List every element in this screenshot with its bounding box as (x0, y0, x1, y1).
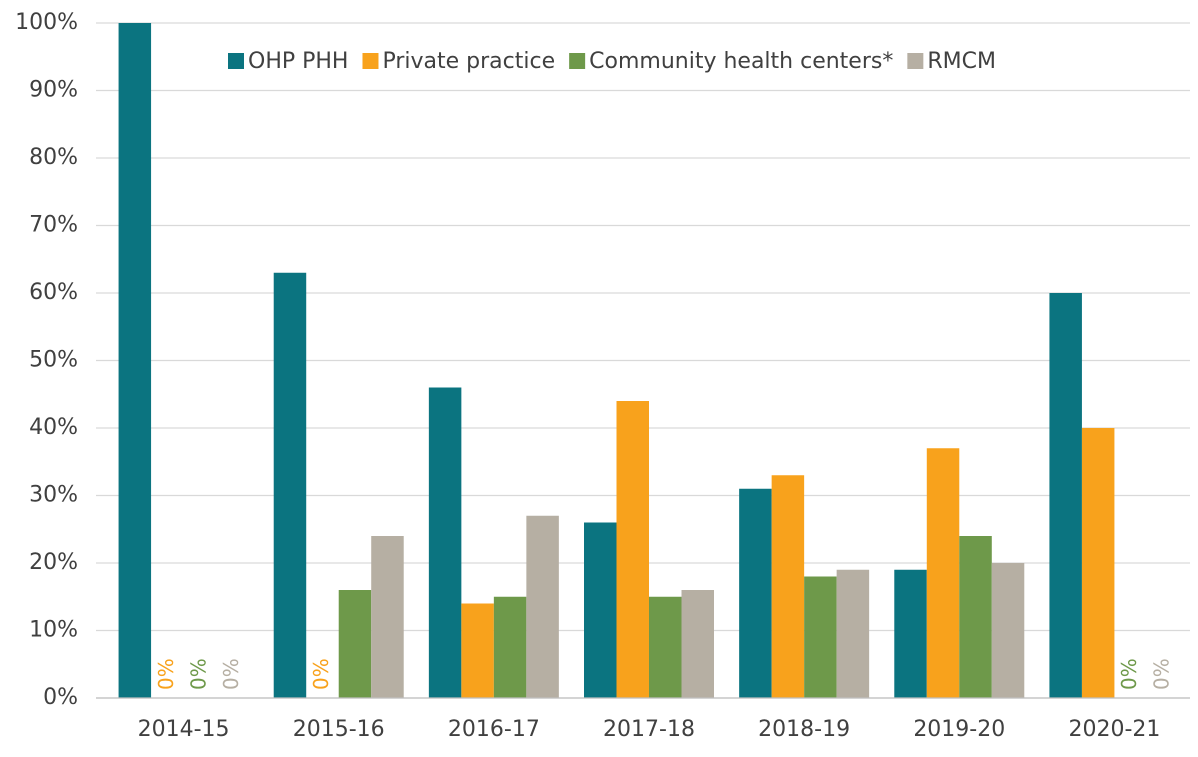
x-tick-label: 2020-21 (1068, 717, 1160, 742)
legend-label: Private practice (382, 49, 555, 74)
y-tick-label: 30% (29, 483, 78, 508)
y-tick-label: 40% (29, 415, 78, 440)
bar (371, 536, 404, 698)
legend-label: OHP PHH (248, 49, 348, 74)
data-label: 0% (1117, 658, 1141, 690)
y-tick-label: 60% (29, 280, 78, 305)
x-tick-label: 2017-18 (603, 717, 695, 742)
bar (1081, 428, 1115, 698)
bar (461, 603, 494, 698)
x-tick-label: 2018-19 (758, 717, 850, 742)
bar (338, 590, 372, 698)
bar (118, 23, 152, 698)
bar (616, 401, 649, 698)
data-label: 0% (309, 658, 333, 690)
y-tick-label: 70% (29, 213, 78, 238)
legend-label: Community health centers* (589, 49, 893, 74)
bar (926, 448, 960, 698)
y-tick-label: 50% (29, 348, 78, 373)
bar (1049, 293, 1082, 698)
bar (959, 536, 992, 698)
y-tick-label: 10% (29, 618, 78, 643)
legend-label: RMCM (927, 49, 996, 74)
bar (526, 515, 559, 698)
bar (273, 272, 307, 698)
bar (894, 569, 927, 698)
bar (771, 475, 805, 698)
data-label: 0% (1150, 658, 1174, 690)
legend-swatch (907, 53, 924, 69)
y-tick-label: 0% (43, 685, 78, 710)
bar (584, 522, 617, 698)
x-tick-label: 2015-16 (293, 717, 385, 742)
bar (836, 569, 870, 698)
bar (649, 596, 682, 698)
y-tick-label: 100% (15, 10, 78, 35)
bar (681, 590, 714, 698)
bar (493, 596, 527, 698)
bar (739, 488, 772, 698)
legend-swatch (228, 53, 244, 69)
legend-swatch (362, 53, 379, 69)
data-label: 0% (154, 658, 178, 690)
y-tick-label: 90% (29, 78, 78, 103)
y-tick-label: 20% (29, 550, 78, 575)
x-tick-label: 2016-17 (448, 717, 540, 742)
x-tick-label: 2014-15 (138, 717, 230, 742)
legend-swatch (569, 53, 586, 69)
bar (991, 563, 1025, 698)
data-label: 0% (186, 658, 210, 690)
bar (428, 387, 462, 698)
bar (804, 576, 837, 698)
data-label: 0% (219, 658, 243, 690)
y-tick-label: 80% (29, 145, 78, 170)
x-tick-label: 2019-20 (913, 717, 1005, 742)
